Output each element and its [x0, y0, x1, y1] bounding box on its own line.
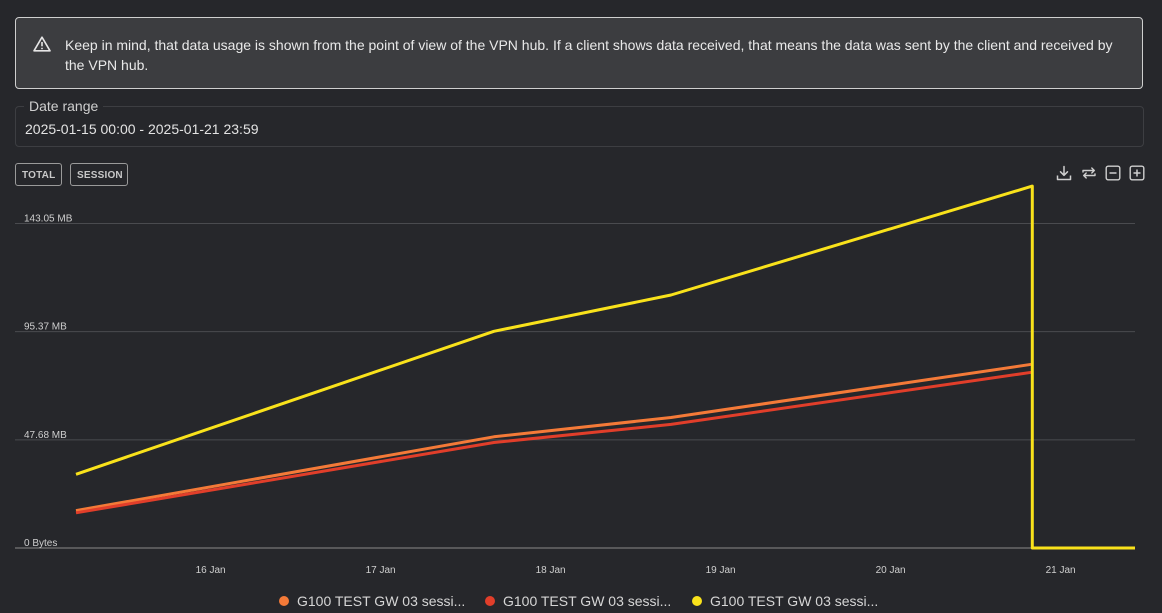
- alert-message: Keep in mind, that data usage is shown f…: [65, 37, 1113, 73]
- date-range-value[interactable]: 2025-01-15 00:00 - 2025-01-21 23:59: [25, 121, 259, 137]
- series-line-2: [75, 370, 1033, 515]
- legend-item[interactable]: G100 TEST GW 03 sessi...: [485, 593, 671, 609]
- legend-item[interactable]: G100 TEST GW 03 sessi...: [692, 593, 878, 609]
- warning-icon: [33, 36, 51, 52]
- legend-item[interactable]: G100 TEST GW 03 sessi...: [279, 593, 465, 609]
- chart-series: [75, 184, 1135, 550]
- y-tick-label: 47.68 MB: [24, 430, 67, 441]
- legend-label: G100 TEST GW 03 sessi...: [503, 593, 672, 609]
- y-axis: 0 Bytes 47.68 MB 95.37 MB 143.05 MB: [24, 213, 73, 549]
- x-tick-label: 21 Jan: [1046, 565, 1076, 576]
- download-icon[interactable]: [1056, 165, 1072, 181]
- legend-label: G100 TEST GW 03 sessi...: [297, 593, 466, 609]
- date-range-label: Date range: [24, 98, 104, 114]
- total-button[interactable]: TOTAL: [15, 163, 62, 186]
- x-tick-label: 20 Jan: [876, 565, 906, 576]
- series-line-1: [75, 362, 1033, 513]
- x-tick-label: 17 Jan: [366, 565, 396, 576]
- series-line-3: [75, 184, 1135, 550]
- legend-marker: [485, 596, 495, 606]
- legend-marker: [279, 596, 289, 606]
- session-button[interactable]: SESSION: [70, 163, 128, 186]
- x-tick-label: 18 Jan: [536, 565, 566, 576]
- date-range-field[interactable]: Date range 2025-01-15 00:00 - 2025-01-21…: [15, 98, 1144, 147]
- y-tick-label: 95.37 MB: [24, 322, 67, 333]
- y-tick-label: 0 Bytes: [24, 538, 57, 549]
- reset-icon[interactable]: [1081, 165, 1097, 181]
- zoom-in-icon[interactable]: [1129, 165, 1145, 181]
- x-axis: 16 Jan 17 Jan 18 Jan 19 Jan 20 Jan 21 Jan: [196, 565, 1076, 576]
- legend-marker: [692, 596, 702, 606]
- info-alert: Keep in mind, that data usage is shown f…: [15, 17, 1143, 89]
- y-tick-label: 143.05 MB: [24, 213, 73, 224]
- chart-grid: [15, 222, 1135, 549]
- zoom-out-icon[interactable]: [1105, 165, 1121, 181]
- x-tick-label: 16 Jan: [196, 565, 226, 576]
- x-tick-label: 19 Jan: [706, 565, 736, 576]
- legend-label: G100 TEST GW 03 sessi...: [710, 593, 879, 609]
